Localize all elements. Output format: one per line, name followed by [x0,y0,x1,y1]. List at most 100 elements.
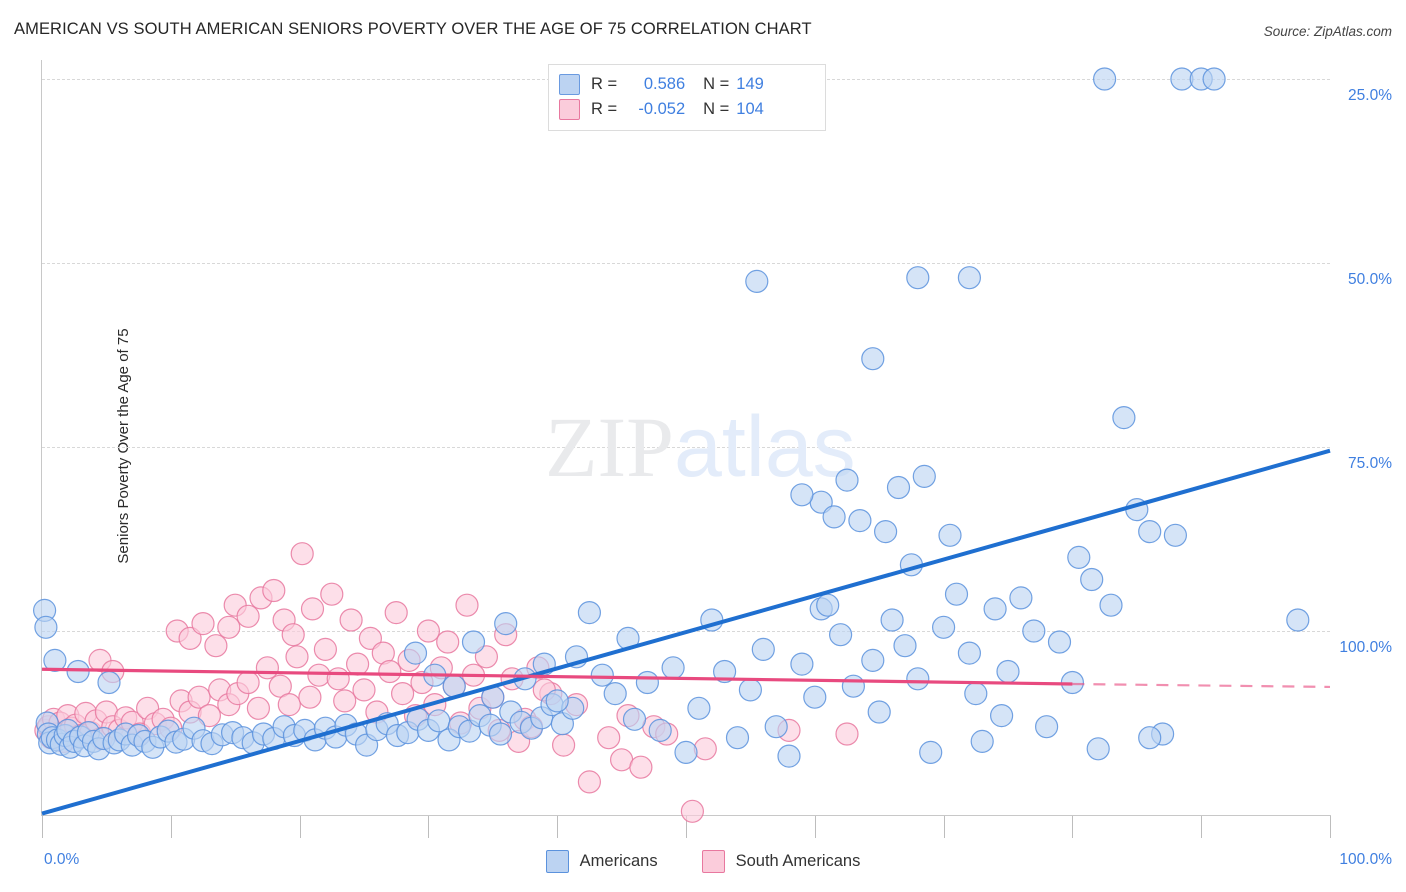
correlation-stats-legend: R = 0.586 N = 149 R = -0.052 N = 104 [548,64,826,131]
y-axis-tick-label: 100.0% [1339,639,1392,656]
y-axis-tick-label: 50.0% [1348,271,1392,288]
series-points-americans [32,67,1310,768]
data-point [970,729,994,754]
data-point [494,611,518,636]
data-point [906,667,930,691]
data-point [597,726,621,750]
series-legend: Americans South Americans [0,850,1406,873]
data-point [187,685,211,709]
data-point [964,681,988,706]
data-point [1009,586,1033,610]
data-point [1086,737,1110,761]
data-point [436,630,460,654]
data-point [461,630,486,654]
data-point [178,626,202,651]
data-point [989,703,1014,728]
data-point [197,703,221,728]
r-label: R = [591,75,618,93]
stat-color-swatch [559,74,580,95]
data-point [648,718,672,743]
x-axis-tick [686,816,687,838]
r-value: -0.052 [638,100,686,118]
data-point [313,637,337,662]
x-axis-tick [1072,816,1074,838]
data-point [1202,67,1226,91]
data-point [66,659,90,684]
data-point [938,523,962,547]
source-attribution: Source: ZipAtlas.com [1263,24,1392,39]
data-point [339,608,363,632]
data-point [680,799,705,823]
gridline-75 [42,263,1330,264]
data-point [835,722,859,746]
data-point [307,663,331,687]
data-point [577,770,602,794]
n-value: 104 [736,100,764,118]
data-point [822,505,846,529]
data-point [384,600,408,625]
data-point [474,645,498,669]
trendline-americans [41,448,1331,816]
data-point [674,740,698,765]
data-point [957,641,982,665]
gridline-50 [42,447,1330,448]
data-point [603,681,627,706]
x-axis-tick [42,816,43,838]
data-point [738,678,763,702]
data-point [622,707,647,731]
data-point [255,656,279,680]
data-point [687,696,711,720]
data-point [764,715,788,739]
x-axis-tick [943,816,945,838]
data-point [867,700,891,724]
legend-entry-americans[interactable]: Americans [545,850,658,873]
page-title: AMERICAN VS SOUTH AMERICAN SENIORS POVER… [14,20,812,38]
y-axis-line [41,60,42,816]
data-point [352,678,376,702]
data-point [635,670,660,695]
n-label: N = [703,75,730,93]
data-point [427,709,451,733]
trendline-south-americans [41,667,1073,686]
data-point [326,667,350,691]
x-axis-tick [1330,816,1331,838]
data-point [944,582,969,606]
data-point [281,623,305,647]
y-axis-tick-label: 25.0% [1348,87,1392,104]
legend-entry-south-americans[interactable]: South Americans [701,850,860,873]
legend-label: Americans [579,852,658,870]
data-point [246,696,270,720]
r-value: 0.586 [643,75,686,93]
data-point [1067,545,1091,570]
data-point [1080,567,1104,592]
data-point [43,648,67,673]
data-point [455,593,479,617]
data-point [346,652,370,676]
stat-color-swatch [559,99,580,120]
data-point [277,692,301,717]
data-point [693,737,717,761]
stat-row: R = 0.586 N = 149 [559,72,815,97]
data-point [577,600,602,625]
data-point [712,659,737,684]
data-point [551,733,576,757]
data-point [661,656,685,680]
data-point [1286,608,1310,632]
data-point [790,652,814,676]
x-axis-tick [428,816,430,838]
n-value: 149 [736,75,764,93]
data-point [835,468,859,492]
data-point [1112,406,1136,430]
data-point [391,681,415,706]
data-point [816,593,840,617]
data-point [861,347,885,371]
data-point [790,483,814,507]
data-point [204,634,228,658]
x-axis-tick [814,816,816,838]
data-point [880,608,904,632]
data-point [745,269,769,293]
data-point [861,648,885,673]
trendline-extrapolated-south-americans [1072,682,1331,689]
data-point [403,641,428,665]
data-point [873,519,898,544]
